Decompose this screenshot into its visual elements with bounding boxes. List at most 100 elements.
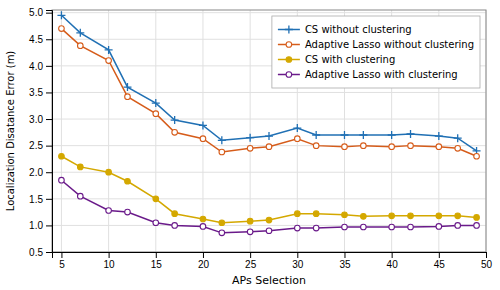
- series-point: [436, 213, 442, 219]
- series-point: [106, 169, 112, 175]
- x-tick-label: 20: [198, 259, 210, 270]
- legend-item: CS with clustering: [278, 54, 395, 65]
- chart: 51015202530354045500.51.01.52.02.53.03.5…: [0, 0, 500, 290]
- series-point: [361, 143, 367, 149]
- y-tick: 0.5: [29, 247, 52, 258]
- y-tick-mark: [46, 225, 52, 226]
- x-tick-mark: [109, 252, 110, 258]
- series-point: [342, 212, 348, 218]
- series-point: [293, 124, 301, 132]
- x-tick-label: 15: [151, 259, 163, 270]
- series-point: [247, 145, 253, 151]
- series-point: [125, 94, 131, 100]
- series-point: [454, 134, 462, 142]
- series-line: [61, 156, 476, 222]
- series-point: [361, 224, 367, 230]
- series-point: [125, 178, 131, 184]
- series-point: [78, 193, 84, 199]
- legend-label: CS without clustering: [305, 24, 412, 35]
- series-point: [266, 228, 272, 234]
- x-tick: 35: [339, 252, 351, 270]
- y-tick-label: 2.0: [29, 167, 43, 178]
- x-tick-mark: [61, 252, 62, 258]
- y-tick: 1.0: [29, 220, 52, 231]
- series-point: [172, 223, 178, 229]
- y-tick-label: 1.5: [29, 194, 43, 205]
- series-point: [266, 144, 272, 150]
- x-tick-label: 50: [481, 259, 493, 270]
- series-point: [76, 29, 84, 37]
- series-point: [219, 220, 225, 226]
- series-point: [455, 213, 461, 219]
- y-tick-mark: [46, 119, 52, 120]
- series-group: [57, 11, 480, 235]
- y-tick-label: 1.0: [29, 220, 43, 231]
- series: [59, 153, 480, 225]
- grid-line-y: [52, 198, 486, 199]
- legend-item: Adaptive Lasso with clustering: [278, 69, 458, 80]
- grid-line-y: [52, 172, 486, 173]
- series-point: [200, 136, 206, 142]
- series-point: [312, 131, 320, 139]
- x-tick-label: 5: [59, 259, 65, 270]
- plot-area: 51015202530354045500.51.01.52.02.53.03.5…: [5, 7, 492, 287]
- grid-line-x: [61, 10, 62, 252]
- x-tick-label: 40: [387, 259, 399, 270]
- y-tick-label: 5.0: [29, 7, 43, 18]
- legend-label: Adaptive Lasso without clustering: [305, 39, 474, 50]
- series-line: [61, 180, 476, 233]
- y-tick: 3.5: [29, 87, 52, 98]
- series-point: [106, 58, 112, 64]
- x-axis-line: [53, 253, 487, 259]
- series-point: [455, 223, 461, 229]
- y-tick-label: 3.5: [29, 87, 43, 98]
- series-point: [313, 143, 319, 149]
- x-tick-mark: [392, 252, 393, 258]
- series-point: [389, 144, 395, 150]
- x-tick-mark: [439, 252, 440, 258]
- legend-label: CS with clustering: [305, 54, 395, 65]
- series: [59, 177, 480, 235]
- y-axis: 0.51.01.52.02.53.03.54.04.55.0: [29, 7, 52, 257]
- series-point: [361, 214, 367, 220]
- x-tick-label: 30: [292, 259, 304, 270]
- series-point: [436, 144, 442, 150]
- series-point: [172, 130, 178, 136]
- series-point: [340, 131, 348, 139]
- grid: [52, 10, 486, 252]
- series-line: [61, 29, 476, 157]
- x-tick: 5: [59, 252, 65, 270]
- x-tick: 10: [104, 252, 116, 270]
- series-point: [265, 132, 273, 140]
- series-point: [313, 211, 319, 217]
- series-point: [313, 225, 319, 231]
- y-tick-mark: [46, 39, 52, 40]
- y-tick-label: 3.0: [29, 114, 43, 125]
- series-point: [436, 224, 442, 230]
- y-axis-line: [46, 11, 53, 253]
- x-tick-mark: [297, 252, 298, 258]
- series-point: [474, 223, 480, 229]
- series-point: [359, 131, 367, 139]
- x-tick-label: 35: [339, 259, 351, 270]
- series-point: [247, 229, 253, 235]
- series-point: [125, 209, 131, 215]
- x-tick-mark: [344, 252, 345, 258]
- y-tick-label: 4.5: [29, 34, 43, 45]
- series-point: [247, 218, 253, 224]
- series-point: [246, 134, 254, 142]
- grid-line-x: [250, 10, 251, 252]
- series-point: [295, 225, 301, 231]
- x-axis-title: APs Selection: [232, 274, 306, 287]
- x-tick: 15: [151, 252, 163, 270]
- x-tick-mark: [203, 252, 204, 258]
- x-tick: 45: [434, 252, 446, 270]
- y-tick: 3.0: [29, 114, 52, 125]
- y-tick-label: 0.5: [29, 247, 43, 258]
- x-tick-label: 25: [245, 259, 257, 270]
- series-point: [342, 224, 348, 230]
- series-point: [388, 131, 396, 139]
- series-point: [59, 153, 65, 159]
- series-point: [200, 216, 206, 222]
- x-tick-mark: [250, 252, 251, 258]
